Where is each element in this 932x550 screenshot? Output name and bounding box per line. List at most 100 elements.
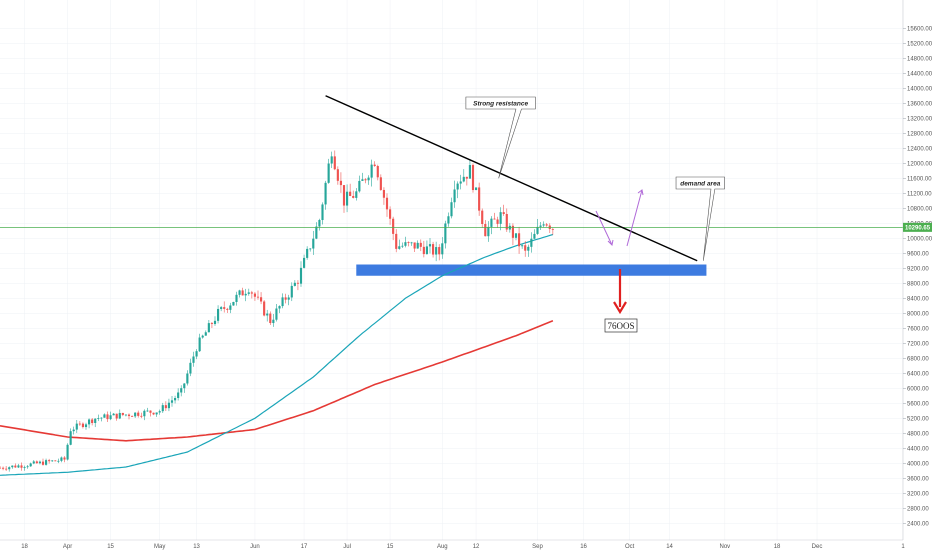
candle-bear [376,166,379,178]
candle-bear [81,423,85,428]
candle-bull [462,176,465,182]
candle-bull [266,313,269,316]
candle-bull [324,182,327,205]
candle-bear [241,290,244,296]
y-tick-label: 2400.00 [907,521,929,527]
candle-bear [127,414,131,417]
candle-bull [8,467,11,470]
candle-bull [487,226,490,237]
x-tick-label: 12 [473,544,480,550]
candle-bear [250,292,253,294]
candle-bull [183,383,186,389]
candle-bull [60,457,63,461]
candle-bull [514,233,518,238]
candle-bull [124,414,128,416]
y-tick-label: 15600.00 [907,26,932,32]
candle-bull [330,156,333,164]
candle-bear [465,176,468,179]
candlestick-series [0,150,554,472]
y-tick-label: 5600.00 [907,401,929,407]
candle-bull [97,418,100,419]
candle-bull [84,424,88,428]
candle-bear [392,218,395,234]
candle-bull [425,246,429,255]
candle-bear [364,179,367,181]
candle-bear [382,189,386,198]
candle-bull [410,242,413,244]
candle-bull [94,418,97,423]
callout-text: Strong resistance [473,101,528,108]
candle-bull [213,320,217,325]
candle-bull [468,165,472,179]
candle-bear [14,465,17,468]
candle-bull [367,177,370,181]
candle-bull [204,332,207,336]
x-tick-label: Sep [532,544,543,550]
candle-bear [263,301,266,316]
candle-bear [115,413,118,419]
resistance-trendline [325,95,698,262]
y-tick-label: 2800.00 [907,506,929,512]
demand-zone-layer [356,264,707,276]
candle-bull [315,226,318,239]
candle-bull [404,242,407,246]
candle-bull [112,413,115,416]
y-tick-label: 6800.00 [907,356,929,362]
x-tick-label: May [154,544,165,550]
candle-bull [195,351,198,357]
x-tick-label: 15 [107,544,114,550]
candle-bear [422,246,425,255]
candle-bull [75,423,78,430]
projection-arrowhead-up [637,189,644,196]
candle-bull [450,202,453,217]
candle-bear [140,415,143,417]
candle-bear [471,165,475,191]
candle-bull [306,248,309,258]
y-tick-label: 8400.00 [907,296,929,302]
current-price-badge [903,222,932,232]
x-tick-label: 16 [580,544,587,550]
candle-bear [296,282,300,284]
candle-bear [54,460,57,462]
candle-bear [137,412,140,416]
x-tick-label: 18 [21,544,28,550]
candle-bull [100,417,103,419]
candle-bull [345,191,349,206]
y-tick-label: 4400.00 [907,446,929,452]
y-tick-label: 4000.00 [907,461,929,467]
y-tick-label: 6000.00 [907,386,929,392]
candle-bull [32,461,35,464]
candle-bull [370,164,373,178]
candle-bull [173,397,177,401]
candle-bull [201,335,204,338]
candle-bear [431,244,435,255]
x-tick-label: Jun [250,544,260,550]
candle-bear [505,214,508,230]
candle-bull [441,243,444,255]
candle-bull [216,308,220,321]
candle-bull [435,247,438,255]
candle-bull [401,245,404,247]
candle-bear [496,219,499,224]
candle-bear [339,180,343,186]
candle-bull [238,290,241,295]
candle-bull [358,180,361,192]
candle-bull [167,402,171,409]
y-tick-label: 5200.00 [907,416,929,422]
candle-bull [207,323,210,333]
y-tick-label: 12400.00 [907,146,932,152]
candle-bull [398,246,401,249]
x-tick-label: 1 [901,544,905,550]
y-tick-label: 13200.00 [907,116,932,122]
candle-bear [388,209,392,219]
candle-bear [352,195,355,198]
y-tick-label: 12800.00 [907,131,932,137]
candle-bear [385,197,389,210]
candle-bear [551,229,554,230]
candle-bear [20,465,23,468]
candle-bear [481,210,484,225]
candle-bear [226,308,229,310]
y-tick-label: 9600.00 [907,251,929,257]
callout-text: demand area [680,181,720,188]
y-tick-label: 6400.00 [907,371,929,377]
